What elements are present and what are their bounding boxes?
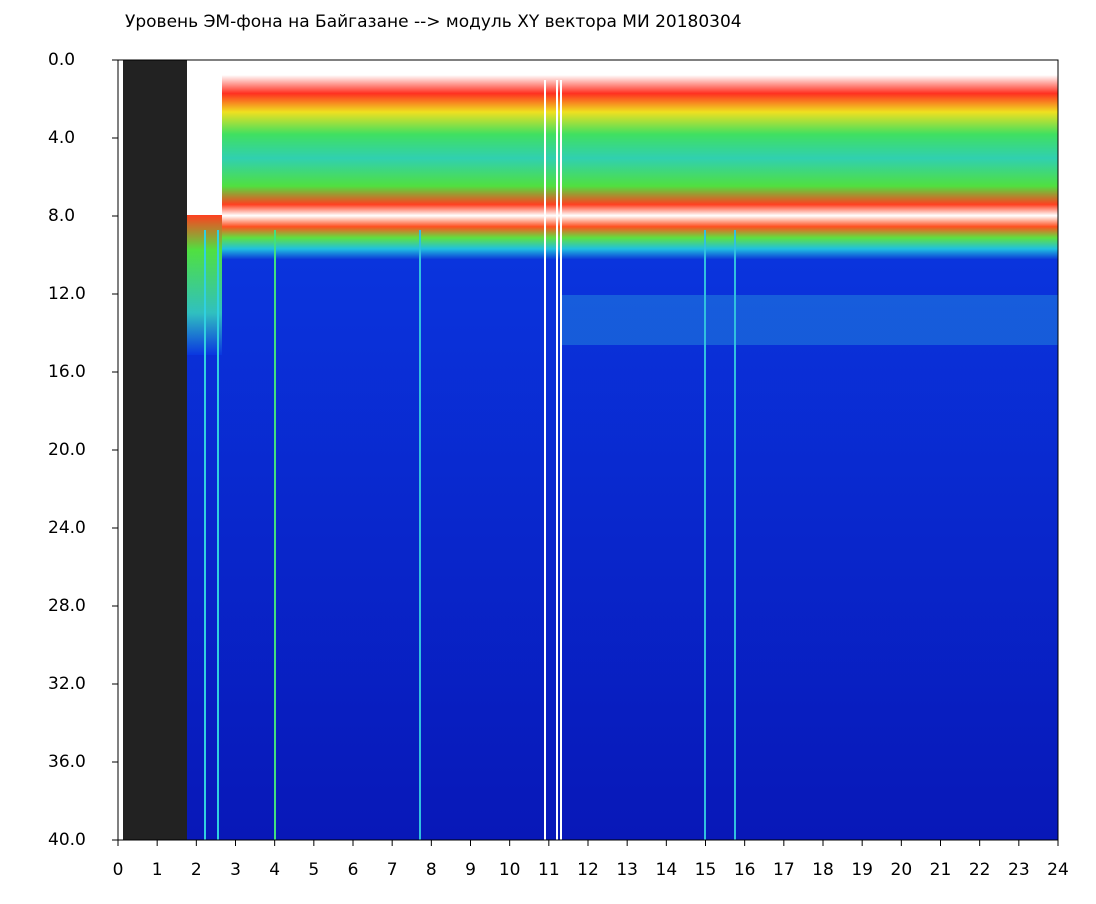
x-tick-label: 3 [230, 860, 241, 880]
x-tick-label: 8 [426, 860, 437, 880]
y-tick-label: 32.0 [48, 674, 86, 694]
x-tick-label: 2 [191, 860, 202, 880]
y-tick-label: 24.0 [48, 518, 86, 538]
x-tick-label: 4 [269, 860, 280, 880]
x-tick-label: 11 [538, 860, 560, 880]
x-tick-label: 18 [812, 860, 834, 880]
x-tick-label: 21 [930, 860, 952, 880]
x-tick-label: 19 [851, 860, 873, 880]
y-tick-label: 4.0 [48, 128, 75, 148]
y-tick-label: 8.0 [48, 206, 75, 226]
x-tick-label: 14 [656, 860, 678, 880]
x-tick-label: 12 [577, 860, 599, 880]
y-tick-label: 12.0 [48, 284, 86, 304]
spectrogram [123, 60, 1058, 840]
y-tick-label: 16.0 [48, 362, 86, 382]
x-tick-label: 24 [1047, 860, 1069, 880]
x-tick-label: 13 [616, 860, 638, 880]
chart-title: Уровень ЭМ-фона на Байгазане --> модуль … [125, 12, 742, 32]
y-tick-label: 20.0 [48, 440, 86, 460]
y-tick-label: 36.0 [48, 752, 86, 772]
x-tick-label: 5 [308, 860, 319, 880]
y-tick-label: 0.0 [48, 50, 75, 70]
y-tick-label: 40.0 [48, 830, 86, 850]
x-tick-label: 9 [465, 860, 476, 880]
x-tick-label: 0 [113, 860, 124, 880]
x-tick-label: 17 [773, 860, 795, 880]
x-tick-label: 6 [348, 860, 359, 880]
x-tick-label: 15 [695, 860, 717, 880]
x-tick-label: 22 [969, 860, 991, 880]
x-tick-label: 23 [1008, 860, 1030, 880]
x-tick-label: 7 [387, 860, 398, 880]
y-tick-label: 28.0 [48, 596, 86, 616]
x-tick-label: 1 [152, 860, 163, 880]
x-tick-label: 16 [734, 860, 756, 880]
x-tick-label: 20 [891, 860, 913, 880]
x-tick-label: 10 [499, 860, 521, 880]
